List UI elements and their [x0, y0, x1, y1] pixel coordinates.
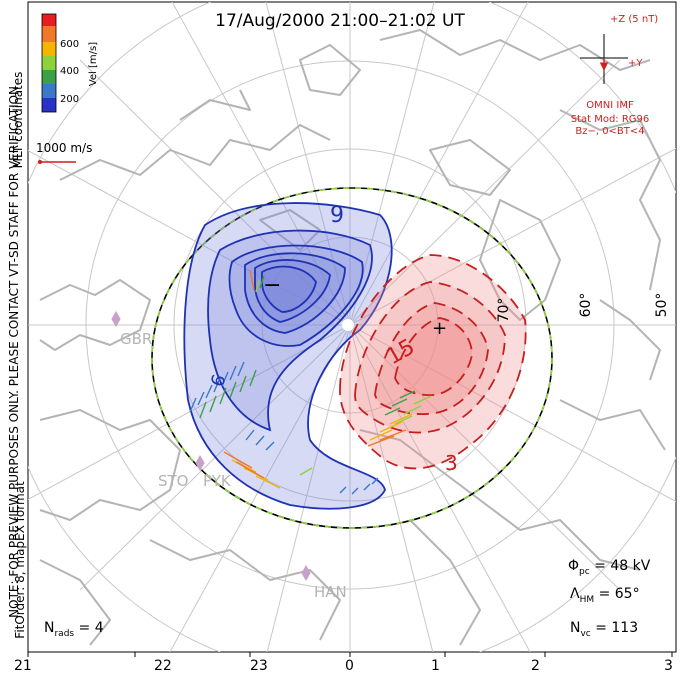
coastlines — [39, 29, 666, 646]
mlt-tick-22: 22 — [154, 658, 172, 674]
coord-label: MLT coordinates — [11, 72, 25, 169]
stat-n-rads: Nrads = 4 — [44, 620, 104, 639]
stat-n-vc: Nvc = 113 — [570, 620, 638, 639]
lat-label-60: 60° — [578, 293, 594, 318]
mlt-tick-0: 0 — [345, 658, 354, 674]
station-sto: STO — [158, 472, 189, 490]
mlt-tick-2: 2 — [531, 658, 540, 674]
contour-label-neg: 9 — [330, 203, 344, 228]
scale-vector-label: 1000 m/s — [36, 141, 92, 155]
stat-lambda-hm: ΛHM = 65° — [570, 586, 640, 605]
station-markers — [111, 310, 311, 582]
colorbar-tick-400: 400 — [60, 66, 79, 77]
scale-vector-origin — [38, 160, 42, 164]
mlt-axis: 21 22 23 0 1 2 3 — [14, 652, 673, 674]
lat-label-70: 70° — [496, 298, 512, 323]
imf-clock: +Z (5 nT) +Y OMNI IMF Stat Mod: RG96 Bz−… — [571, 14, 659, 137]
imf-axis-z: +Z (5 nT) — [610, 14, 658, 25]
colorbar-tick-200: 200 — [60, 94, 79, 105]
imf-stat-mod: Stat Mod: RG96 — [571, 114, 650, 125]
map-title: 17/Aug/2000 21:00–21:02 UT — [215, 11, 465, 31]
station-gbr: GBR — [120, 330, 152, 348]
colorbar-tick-600: 600 — [60, 39, 79, 50]
pole-marker — [342, 319, 354, 331]
mlt-tick-1: 1 — [431, 658, 440, 674]
hm-boundary-green — [151, 187, 553, 529]
contour-label-pos-outer: 3 — [445, 451, 458, 475]
potential-min-mark: − — [263, 273, 281, 298]
mlt-tick-3: 3 — [664, 658, 673, 674]
mlt-tick-23: 23 — [250, 658, 268, 674]
colorbar-title: Vel [m/s] — [88, 42, 99, 86]
potential-max-mark: + — [432, 318, 447, 339]
lat-label-50: 50° — [654, 293, 670, 318]
stat-phi-pc: Φpc = 48 kV — [568, 558, 651, 577]
velocity-colorbar: 600 400 200 Vel [m/s] — [41, 13, 99, 113]
imf-condition: Bz−, 0<BT<4 — [575, 126, 644, 137]
fit-statistics: Φpc = 48 kV ΛHM = 65° Nvc = 113 Nrads = … — [44, 558, 651, 639]
mlt-tick-21: 21 — [14, 658, 32, 674]
preview-note: NOTE: FOR PREVIEW PURPOSES ONLY. PLEASE … — [7, 82, 21, 618]
station-pyk: PYK — [203, 472, 232, 490]
negative-potential-cell — [183, 202, 393, 510]
station-han: HAN — [314, 583, 347, 601]
imf-axis-y: +Y — [628, 58, 643, 69]
imf-source: OMNI IMF — [586, 100, 634, 111]
fit-order-label: FitOrder: 8, mapEX format — [13, 481, 27, 639]
velocity-vectors — [189, 269, 432, 495]
plot-border — [27, 1, 677, 653]
